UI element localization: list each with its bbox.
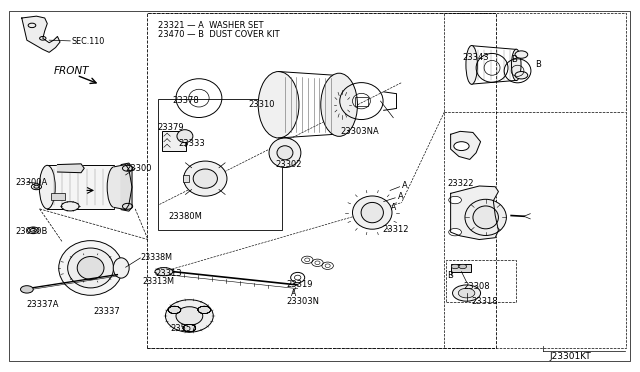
Text: 23303NA: 23303NA — [340, 127, 379, 136]
Text: 23300A: 23300A — [15, 178, 47, 187]
Bar — [157, 99, 282, 230]
Ellipse shape — [473, 206, 499, 229]
Ellipse shape — [361, 202, 383, 223]
Text: A: A — [392, 203, 397, 212]
Bar — [47, 165, 114, 209]
Text: B: B — [536, 60, 541, 69]
Text: 23322: 23322 — [447, 179, 474, 187]
Ellipse shape — [466, 45, 477, 84]
Ellipse shape — [107, 167, 121, 208]
Ellipse shape — [61, 202, 79, 211]
Circle shape — [168, 306, 181, 314]
Polygon shape — [121, 163, 132, 211]
Circle shape — [452, 285, 481, 301]
Text: 23312: 23312 — [383, 225, 409, 234]
Circle shape — [183, 324, 196, 332]
Circle shape — [454, 142, 469, 151]
Text: 23557: 23557 — [170, 324, 196, 333]
Circle shape — [449, 196, 461, 204]
Text: 23379: 23379 — [157, 123, 184, 132]
Polygon shape — [451, 131, 481, 160]
Text: FRONT: FRONT — [54, 66, 89, 76]
Ellipse shape — [177, 130, 193, 142]
Text: A: A — [401, 181, 407, 190]
Ellipse shape — [353, 196, 392, 229]
Polygon shape — [114, 164, 132, 210]
Ellipse shape — [39, 165, 55, 209]
Ellipse shape — [321, 73, 358, 137]
Text: 23319: 23319 — [287, 280, 314, 289]
Ellipse shape — [68, 248, 113, 288]
Bar — [355, 97, 368, 106]
Circle shape — [20, 286, 33, 293]
Circle shape — [451, 264, 459, 269]
Ellipse shape — [511, 49, 521, 81]
Text: 23380M: 23380M — [168, 212, 202, 221]
Polygon shape — [22, 16, 60, 52]
Circle shape — [449, 228, 461, 236]
Text: A: A — [291, 289, 296, 298]
Ellipse shape — [465, 199, 506, 235]
Polygon shape — [58, 164, 84, 173]
Bar — [183, 175, 189, 182]
Text: 23030B: 23030B — [15, 227, 48, 235]
Bar — [51, 193, 65, 200]
Circle shape — [198, 306, 211, 314]
Text: 23303N: 23303N — [287, 297, 320, 306]
Text: 23318: 23318 — [472, 297, 499, 306]
Text: 23343: 23343 — [463, 53, 490, 62]
Circle shape — [515, 71, 528, 79]
Text: 23337A: 23337A — [27, 300, 60, 310]
Bar — [451, 263, 471, 272]
Bar — [446, 260, 516, 302]
Text: B: B — [511, 55, 517, 64]
Text: SEC.110: SEC.110 — [72, 37, 105, 46]
Ellipse shape — [113, 258, 129, 278]
Text: 23333: 23333 — [179, 139, 205, 148]
Text: 23308: 23308 — [463, 282, 490, 291]
Ellipse shape — [184, 161, 227, 196]
Bar — [147, 13, 496, 348]
Bar — [444, 13, 626, 348]
Text: 23313M: 23313M — [143, 278, 175, 286]
Text: J23301KT: J23301KT — [549, 352, 591, 361]
Text: 23470 — B  DUST COVER KIT: 23470 — B DUST COVER KIT — [157, 30, 279, 39]
Circle shape — [459, 264, 467, 269]
Ellipse shape — [59, 241, 122, 295]
Polygon shape — [451, 186, 499, 240]
Text: 23310: 23310 — [248, 100, 275, 109]
Text: 23300: 23300 — [125, 164, 152, 173]
Text: 23302: 23302 — [275, 160, 302, 169]
Ellipse shape — [193, 169, 218, 188]
Circle shape — [30, 228, 36, 232]
Text: 23313: 23313 — [156, 269, 182, 278]
Circle shape — [458, 288, 475, 298]
Text: B: B — [447, 271, 453, 280]
Ellipse shape — [277, 146, 293, 160]
Bar — [162, 131, 186, 151]
Text: 23378: 23378 — [172, 96, 199, 105]
Ellipse shape — [155, 267, 173, 276]
Ellipse shape — [77, 257, 104, 279]
Ellipse shape — [176, 307, 203, 325]
Ellipse shape — [166, 300, 213, 332]
Text: 23338M: 23338M — [140, 253, 172, 263]
Text: A: A — [397, 192, 403, 201]
Circle shape — [515, 51, 528, 58]
Ellipse shape — [269, 138, 301, 167]
Text: 23337: 23337 — [94, 307, 120, 316]
Text: 23321 — A  WASHER SET: 23321 — A WASHER SET — [157, 21, 263, 30]
Ellipse shape — [258, 71, 299, 138]
Circle shape — [34, 185, 39, 188]
